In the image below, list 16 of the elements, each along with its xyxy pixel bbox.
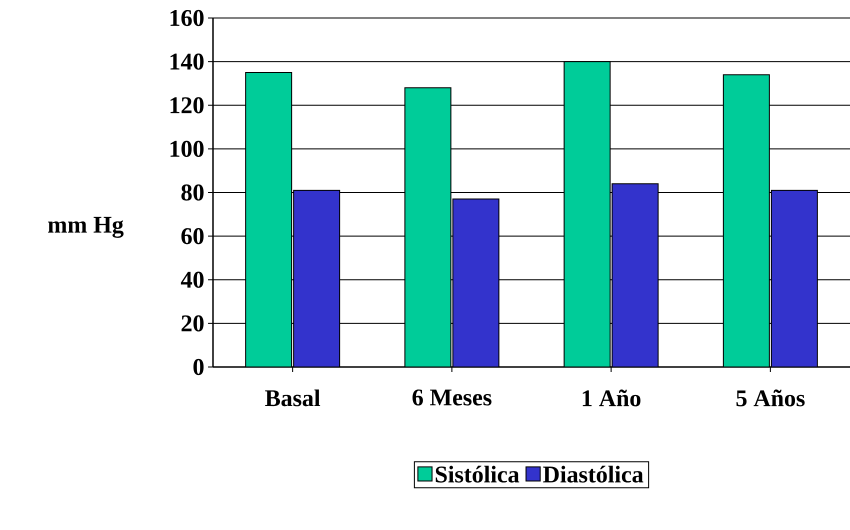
y-tick-label: 20 xyxy=(182,315,204,332)
x-tick-label: 6 Meses xyxy=(412,389,492,406)
x-tick-label: 1 Año xyxy=(582,389,640,406)
y-tick-label: 80 xyxy=(181,184,204,201)
y-tick-label: 120 xyxy=(170,97,204,114)
legend-label: Diastólica xyxy=(543,466,644,483)
legend-label: Sistólica xyxy=(436,466,520,483)
y-tick-label: 100 xyxy=(170,140,204,157)
x-tick-label: Basal xyxy=(265,389,320,406)
y-tick-label: 0 xyxy=(193,358,204,376)
y-tick-label: 60 xyxy=(181,228,204,244)
y-tick-label: 160 xyxy=(170,10,204,26)
y-tick-label: 140 xyxy=(170,54,204,70)
x-tick-label: 5 Años xyxy=(736,389,805,406)
y-tick-label: 40 xyxy=(180,272,204,288)
y-axis-title: mm Hg xyxy=(48,216,124,238)
